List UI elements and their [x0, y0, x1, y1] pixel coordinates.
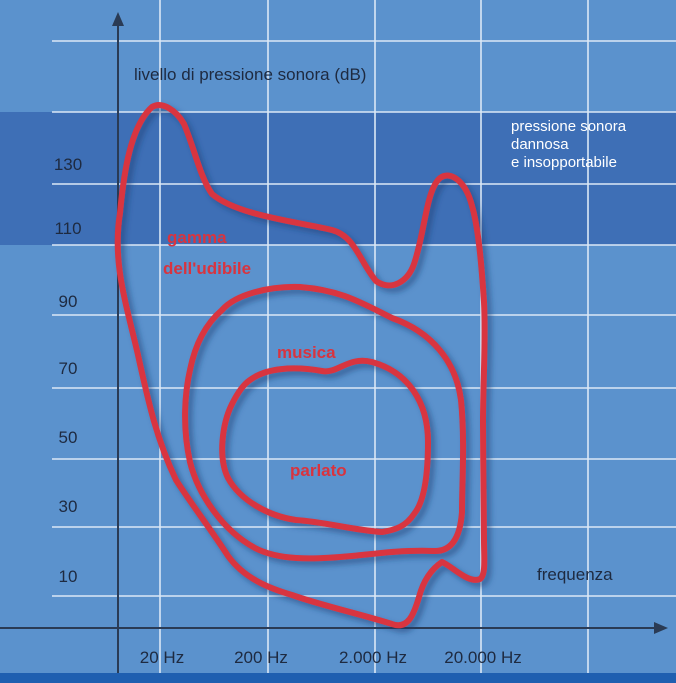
x-tick-labels: 20 Hz 200 Hz 2.000 Hz 20.000 Hz: [140, 648, 522, 667]
vertical-grid: [159, 0, 589, 673]
speech-curve: [219, 357, 431, 535]
music-curve: [182, 283, 467, 562]
x-tick-label: 20 Hz: [140, 648, 184, 667]
horizontal-grid: [52, 40, 676, 597]
x-tick-label: 2.000 Hz: [339, 648, 407, 667]
bottom-bar: [0, 673, 676, 683]
danger-zone-band: [0, 112, 676, 245]
region-labels: gamma dell'udibile musica parlato: [163, 228, 347, 480]
hearing-range-label-line: dell'udibile: [163, 259, 251, 278]
music-label: musica: [277, 343, 336, 362]
x-axis-arrow: [654, 622, 668, 634]
speech-label: parlato: [290, 461, 347, 480]
region-curves: [114, 102, 488, 629]
danger-zone-label-line: e insopportabile: [511, 154, 617, 171]
y-tick-labels: 130 110 90 70 50 30 10: [54, 155, 82, 586]
y-tick-label: 30: [59, 497, 78, 516]
y-tick-label: 90: [59, 292, 78, 311]
y-axis-label: livello di pressione sonora (dB): [134, 65, 366, 84]
x-tick-label: 200 Hz: [234, 648, 288, 667]
y-tick-label: 70: [59, 359, 78, 378]
y-axis-arrow: [112, 12, 124, 26]
hearing-range-label-line: gamma: [167, 228, 227, 247]
y-tick-label: 110: [54, 219, 81, 238]
y-tick-label: 10: [59, 567, 78, 586]
axes: [0, 12, 668, 673]
x-axis-label: frequenza: [537, 565, 613, 584]
danger-zone-label: pressione sonora dannosa e insopportabil…: [511, 118, 627, 171]
x-tick-label: 20.000 Hz: [444, 648, 522, 667]
danger-zone-label-line: pressione sonora: [511, 118, 627, 135]
hearing-range-curve: [114, 102, 488, 629]
y-tick-label: 130: [54, 155, 82, 174]
danger-zone-label-line: dannosa: [511, 136, 569, 153]
y-tick-label: 50: [59, 428, 78, 447]
axis-labels: livello di pressione sonora (dB) frequen…: [134, 65, 613, 584]
